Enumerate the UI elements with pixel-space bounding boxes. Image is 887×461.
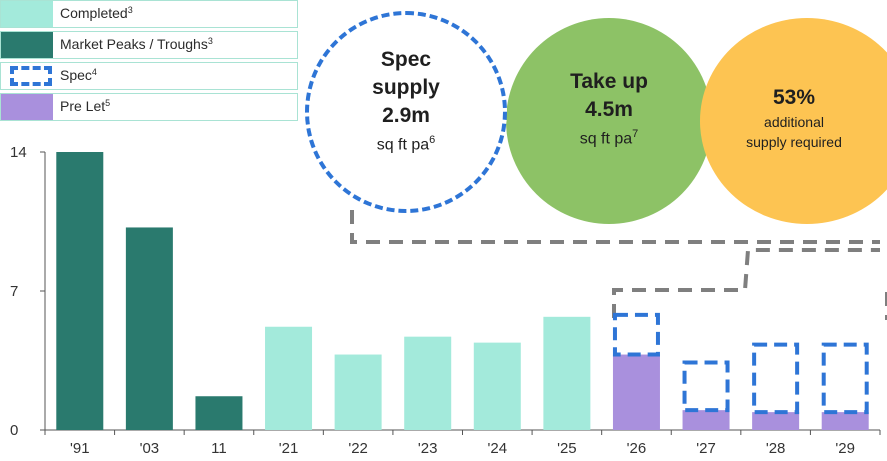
bar-spec xyxy=(752,342,800,415)
legend-label-completed: Completed3 xyxy=(60,5,133,21)
bar-completed xyxy=(404,336,452,430)
x-tick-label: 11 xyxy=(211,440,227,457)
bar-completed xyxy=(334,354,382,430)
bar-completed xyxy=(473,342,521,430)
connector-line-upper xyxy=(350,210,880,244)
bar-spec xyxy=(612,312,660,357)
additional-supply-percent: 53% xyxy=(772,86,816,109)
spec-supply-unit: sq ft pa6 xyxy=(376,134,436,154)
legend-border xyxy=(0,0,298,28)
x-tick-label: '27 xyxy=(696,440,716,457)
connector-lines xyxy=(350,210,887,320)
x-tick-label: '91 xyxy=(70,440,90,457)
y-tick-label: 7 xyxy=(10,283,18,300)
take-up-value: 4.5m xyxy=(585,98,633,121)
x-tick-label: '28 xyxy=(766,440,786,457)
x-tick-label: '23 xyxy=(418,440,438,457)
bar-spec xyxy=(821,342,869,415)
spec-supply-value: 2.9m xyxy=(382,104,430,127)
legend-label-pre-let: Pre Let5 xyxy=(60,98,111,114)
legend-item-pre-let: Pre Let5 xyxy=(0,93,298,124)
bar-pre-let xyxy=(612,354,660,430)
bar-market-peaks-troughs xyxy=(195,396,243,430)
bar-pre-let xyxy=(682,410,730,430)
x-tick-label: '21 xyxy=(279,440,299,457)
bar-market-peaks-troughs xyxy=(56,152,104,430)
legend-item-spec: Spec4 xyxy=(0,62,298,93)
x-tick-label: '22 xyxy=(348,440,368,457)
legend-swatch-spec xyxy=(10,66,52,86)
x-tick-labels: '91 '03 11 '21 '22 '23 '24 '25 '26 '27 '28 '29 xyxy=(70,440,855,457)
x-tick-label: '26 xyxy=(627,440,647,457)
legend-swatch-pre-let xyxy=(1,94,53,120)
x-tick-label: '03 xyxy=(140,440,160,457)
take-up-bubble: Take up 4.5m sq ft pa7 xyxy=(506,18,712,224)
legend-swatch-completed xyxy=(1,1,53,27)
spec-supply-bubble: Spec supply 2.9m sq ft pa6 xyxy=(305,11,507,213)
y-tick-label: 14 xyxy=(10,144,27,161)
additional-supply-line1: additional xyxy=(764,114,824,130)
y-tick-label: 0 xyxy=(10,422,18,439)
legend-label-market-peaks: Market Peaks / Troughs3 xyxy=(60,36,213,52)
legend-item-completed: Completed3 xyxy=(0,0,298,31)
bar-completed xyxy=(543,316,591,430)
additional-supply-bubble: 53% additional supply required xyxy=(700,18,887,224)
legend-border xyxy=(0,31,298,59)
take-up-unit: sq ft pa7 xyxy=(579,128,639,148)
spec-supply-title-1: Spec xyxy=(380,48,432,71)
x-tick-label: '25 xyxy=(557,440,577,457)
legend-item-market-peaks: Market Peaks / Troughs3 xyxy=(0,31,298,62)
bar-pre-let xyxy=(752,412,800,430)
bar-completed xyxy=(265,326,313,430)
legend-border xyxy=(0,62,298,90)
bar-pre-let xyxy=(821,412,869,430)
legend-swatch-market-peaks xyxy=(1,32,53,58)
spec-supply-title-2: supply xyxy=(372,76,440,99)
legend-label-spec: Spec4 xyxy=(60,67,97,83)
connector-line-lower xyxy=(612,248,880,318)
x-tick-label: '29 xyxy=(835,440,855,457)
take-up-title: Take up xyxy=(570,70,648,93)
chart-legend: Completed3 Market Peaks / Troughs3 Spec4… xyxy=(0,0,298,124)
bars xyxy=(56,152,869,430)
bar-market-peaks-troughs xyxy=(125,227,173,430)
x-tick-label: '24 xyxy=(488,440,508,457)
axes: 0 7 14 xyxy=(10,144,881,439)
additional-supply-line2: supply required xyxy=(746,134,842,150)
bar-spec xyxy=(682,360,730,413)
legend-border xyxy=(0,93,298,121)
